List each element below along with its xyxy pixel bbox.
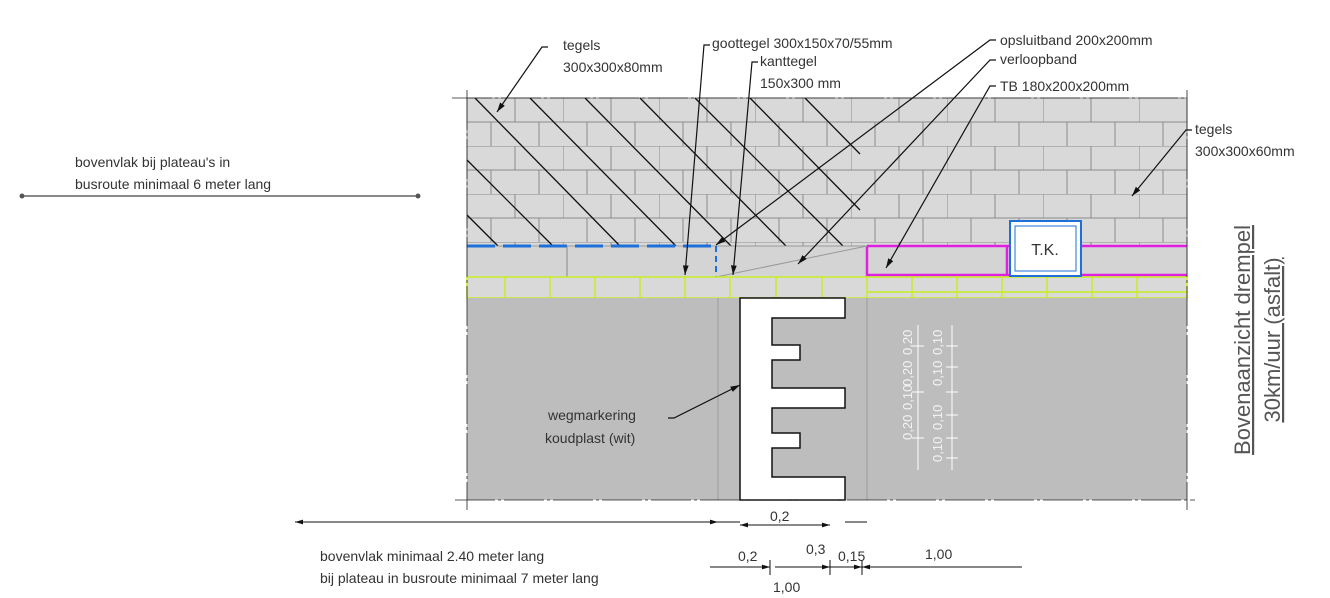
- frame: [452, 90, 1195, 510]
- dim-label: 0,2: [770, 508, 790, 524]
- label: 300x300x80mm: [563, 59, 663, 75]
- guide: [717, 298, 868, 500]
- label: koudplast (wit): [545, 430, 635, 446]
- label: kanttegel: [760, 53, 817, 69]
- label: tegels: [563, 37, 600, 53]
- leader: [885, 85, 996, 269]
- marking-dims: 0,20 0,20 0,20 0,10 0,10 0,10 0,10 0,10: [900, 330, 945, 462]
- label: bovenvlak bij plateau's in: [75, 154, 230, 170]
- marking-dim: 0,20: [900, 361, 915, 386]
- label: tegels: [1195, 121, 1232, 137]
- marking-dim: 0,20: [900, 330, 915, 355]
- leader: [682, 44, 710, 276]
- tk-label: T.K.: [1031, 242, 1059, 259]
- leader: [496, 46, 548, 113]
- label: opsluitband 200x200mm: [1000, 32, 1153, 48]
- label: 300x300x60mm: [1195, 143, 1295, 159]
- dim-label: 0,2: [738, 548, 758, 564]
- label: goottegel 300x150x70/55mm: [712, 35, 893, 51]
- marking-dim: 0,10: [930, 437, 945, 462]
- title: Bovenaanzicht drempel: [1230, 225, 1255, 455]
- marking-dim: 0,20: [900, 415, 915, 440]
- leader: [668, 384, 741, 419]
- leader: [1131, 129, 1192, 197]
- white-dims: [912, 325, 958, 470]
- label: bij plateau in busroute minimaal 7 meter…: [320, 570, 599, 586]
- dim-label: 0,15: [838, 548, 865, 564]
- dot: [19, 193, 25, 199]
- dim-label: 1,00: [925, 546, 952, 562]
- road-marking: [739, 297, 846, 501]
- leader: [797, 59, 996, 265]
- dot: [415, 193, 421, 199]
- label: wegmarkering: [547, 407, 636, 423]
- marking-dim: 0,10: [930, 361, 945, 386]
- dim-label: 0,3: [806, 541, 826, 557]
- dim-label: 1,00: [773, 579, 800, 595]
- dim-ticks: [769, 560, 863, 575]
- tk-box-inner: [1014, 225, 1077, 272]
- label: TB 180x200x200mm: [1000, 78, 1129, 94]
- leader: [730, 61, 758, 276]
- marking-dim: 0,10: [930, 330, 945, 355]
- yellow-joints: [504, 277, 1187, 298]
- leader: [715, 39, 996, 246]
- yellow-band: [466, 276, 1188, 299]
- label: busroute minimaal 6 meter lang: [75, 176, 271, 192]
- title: 30km/uur (asfalt): [1260, 257, 1285, 422]
- label: verloopband: [1000, 51, 1077, 67]
- transition: [715, 245, 868, 278]
- label: 150x300 mm: [760, 75, 841, 91]
- marking-dim: 0,10: [930, 405, 945, 430]
- label: bovenvlak minimaal 2.40 meter lang: [320, 548, 544, 564]
- marking-dim: 0,10: [900, 385, 915, 410]
